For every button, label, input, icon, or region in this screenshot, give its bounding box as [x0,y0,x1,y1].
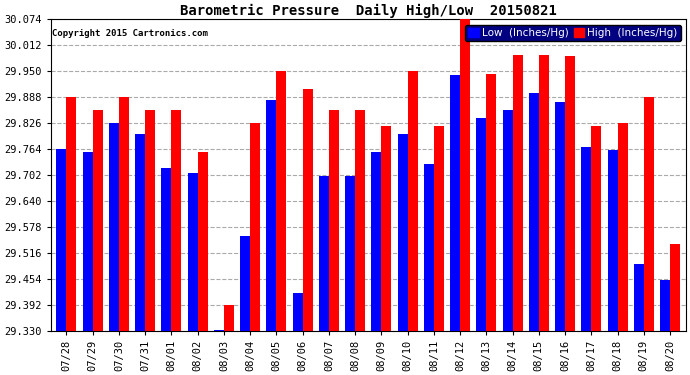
Bar [293,293,303,330]
Bar [83,153,92,330]
Bar [109,123,119,330]
Bar [57,149,66,330]
Bar [591,126,601,330]
Bar [382,126,391,330]
Bar [608,150,618,330]
Bar [486,74,496,330]
Bar [171,110,181,330]
Bar [565,56,575,330]
Bar [644,97,654,330]
Bar [450,75,460,330]
Bar [303,89,313,330]
Bar [460,20,470,330]
Bar [529,93,539,330]
Legend: Low  (Inches/Hg), High  (Inches/Hg): Low (Inches/Hg), High (Inches/Hg) [465,25,680,41]
Bar [660,279,670,330]
Bar [670,244,680,330]
Bar [634,264,644,330]
Text: Copyright 2015 Cartronics.com: Copyright 2015 Cartronics.com [52,29,208,38]
Bar [513,56,522,330]
Bar [329,110,339,330]
Bar [355,110,365,330]
Bar [266,100,277,330]
Bar [319,176,329,330]
Bar [224,304,234,330]
Bar [66,97,77,330]
Bar [502,110,513,330]
Bar [277,71,286,330]
Bar [161,168,171,330]
Bar [145,110,155,330]
Bar [188,172,197,330]
Title: Barometric Pressure  Daily High/Low  20150821: Barometric Pressure Daily High/Low 20150… [180,4,557,18]
Bar [582,147,591,330]
Bar [92,110,103,330]
Bar [135,134,145,330]
Bar [119,97,129,330]
Bar [434,126,444,330]
Bar [371,153,382,330]
Bar [345,176,355,330]
Bar [476,118,486,330]
Bar [197,152,208,330]
Bar [539,56,549,330]
Bar [397,134,408,330]
Bar [408,71,417,330]
Bar [555,102,565,330]
Bar [424,164,434,330]
Bar [618,123,628,330]
Bar [250,123,260,330]
Bar [240,236,250,330]
